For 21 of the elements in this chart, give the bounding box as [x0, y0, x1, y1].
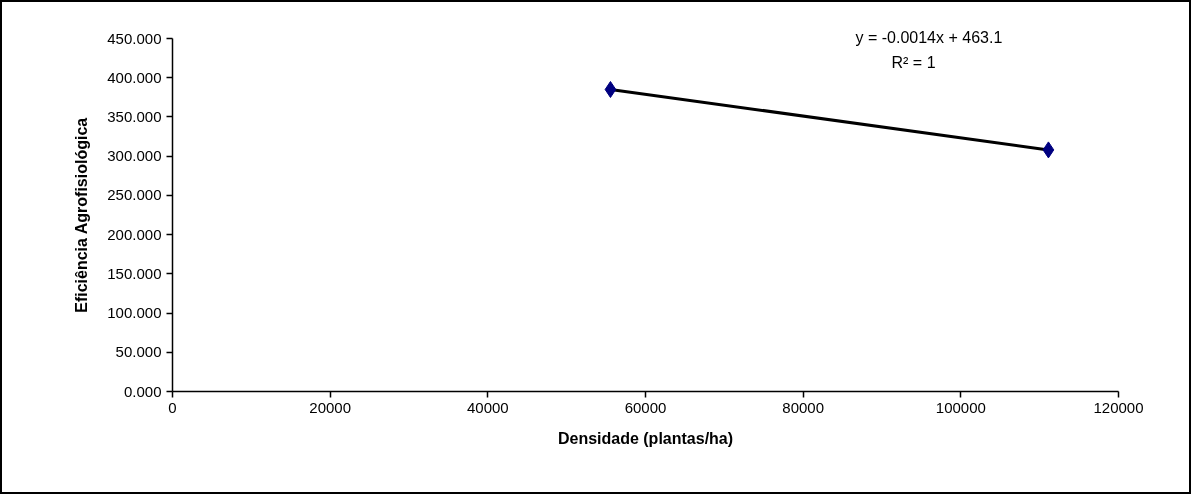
- x-tick-label: 40000: [466, 398, 509, 416]
- x-tick-label: 20000: [309, 398, 352, 416]
- y-tick-label: 0.000: [123, 382, 162, 400]
- x-tick-label: 100000: [935, 398, 986, 416]
- x-tick-label: 60000: [624, 398, 667, 416]
- y-axis-title: Eficiência Agrofisiológica: [73, 117, 91, 313]
- y-tick-label: 150.000: [107, 264, 162, 282]
- y-tick-label: 350.000: [107, 107, 162, 125]
- y-tick-label: 50.000: [115, 343, 162, 361]
- y-tick-label: 400.000: [107, 68, 162, 86]
- x-tick-label: 120000: [1093, 398, 1144, 416]
- y-tick-label: 100.000: [107, 304, 162, 322]
- y-tick-label: 300.000: [107, 147, 162, 165]
- y-tick-label: 250.000: [107, 186, 162, 204]
- annotation: y = -0.0014x + 463.1: [855, 28, 1003, 46]
- x-tick-label: 80000: [782, 398, 825, 416]
- annotation: R² = 1: [891, 54, 936, 72]
- x-tick-label: 0: [168, 398, 177, 416]
- y-tick-label: 200.000: [107, 225, 162, 243]
- x-axis-title: Densidade (plantas/ha): [557, 429, 734, 447]
- y-tick-label: 450.000: [107, 29, 162, 47]
